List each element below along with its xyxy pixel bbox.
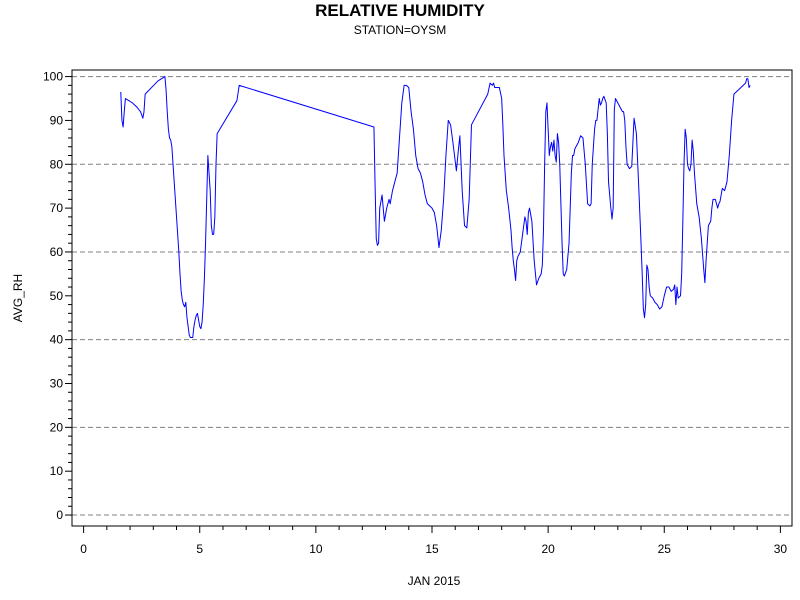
gridlines	[72, 76, 792, 516]
y-tick-label-90: 90	[50, 113, 64, 127]
series-line-0	[120, 76, 751, 338]
y-tick-label-20: 20	[50, 420, 64, 434]
y-tick-label-70: 70	[50, 201, 64, 215]
x-tick-label-30: 30	[774, 542, 788, 556]
y-tick-label-100: 100	[43, 70, 63, 84]
x-tick-label-15: 15	[425, 542, 439, 556]
y-tick-label-80: 80	[50, 157, 64, 171]
axes: 0 10 20 30 40 50 60 70 80 90 100 0 5 10 15 20 25 30	[43, 69, 793, 556]
x-tick-label-10: 10	[309, 542, 323, 556]
y-tick-label-60: 60	[50, 245, 64, 259]
plot-area	[120, 76, 751, 338]
y-tick-label-0: 0	[56, 508, 63, 522]
x-tick-label-20: 20	[541, 542, 555, 556]
x-tick-label-25: 25	[658, 542, 672, 556]
y-tick-label-50: 50	[50, 289, 64, 303]
y-tick-label-10: 10	[50, 464, 64, 478]
chart-title: RELATIVE HUMIDITY	[315, 1, 485, 20]
x-tick-label-5: 5	[196, 542, 203, 556]
y-tick-label-40: 40	[50, 333, 64, 347]
x-tick-label-0: 0	[80, 542, 87, 556]
x-axis-label: JAN 2015	[408, 574, 461, 588]
y-tick-label-30: 30	[50, 377, 64, 391]
plot-frame	[71, 69, 793, 527]
y-axis-label: AVG_RH	[11, 274, 25, 322]
chart-subtitle: STATION=OYSM	[353, 23, 447, 37]
